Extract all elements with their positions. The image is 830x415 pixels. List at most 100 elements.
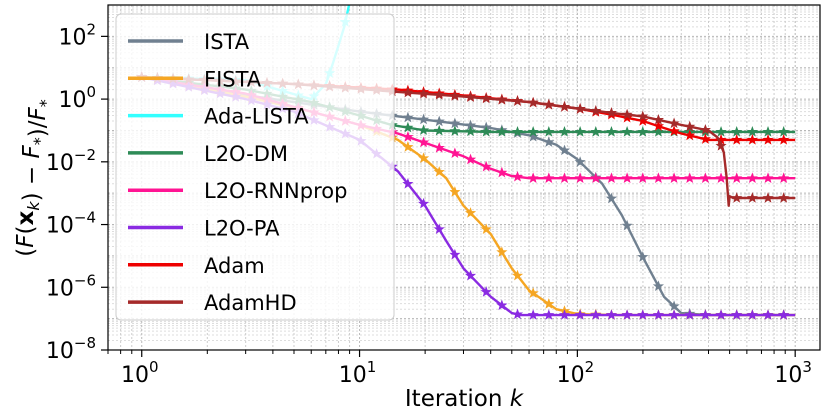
x-tick-label: 101 [339, 358, 377, 388]
marker-l2o-dm [464, 125, 477, 137]
x-axis-label: Iteration k [405, 386, 525, 412]
marker-l2o-rnnprop [543, 172, 555, 183]
marker-adamhd [402, 86, 414, 98]
marker-fista [480, 223, 492, 235]
marker-ista [558, 144, 571, 156]
marker-l2o-rnnprop [762, 172, 774, 183]
marker-l2o-dm [543, 126, 555, 137]
marker-l2o-pa [605, 309, 618, 320]
marker-fista [433, 166, 445, 177]
marker-l2o-pa [778, 309, 790, 320]
marker-l2o-dm [480, 125, 492, 137]
marker-adam [684, 129, 696, 141]
legend-box [115, 13, 395, 321]
marker-adamhd [417, 87, 430, 99]
marker-adamhd [637, 110, 649, 122]
marker-l2o-rnnprop [621, 172, 633, 183]
marker-l2o-rnnprop [605, 172, 618, 183]
marker-l2o-rnnprop [684, 172, 696, 183]
marker-ista [574, 156, 586, 167]
marker-l2o-pa [480, 286, 492, 297]
marker-ista [621, 219, 633, 231]
marker-l2o-rnnprop [731, 172, 743, 183]
marker-l2o-dm [511, 126, 524, 137]
marker-adamhd [574, 103, 586, 114]
marker-l2o-pa [731, 309, 743, 320]
marker-l2o-dm [496, 126, 508, 137]
x-tick-label: 100 [121, 358, 159, 388]
marker-l2o-rnnprop [417, 136, 430, 148]
marker-fista [449, 186, 461, 197]
series-line-adam [141, 76, 796, 142]
marker-l2o-dm [527, 126, 539, 137]
marker-adamhd [668, 117, 680, 129]
legend-label-ada-lista: Ada-LISTA [204, 105, 309, 129]
legend-label-l2o-rnnprop: L2O-RNNprop [204, 179, 347, 203]
marker-l2o-pa [684, 309, 696, 320]
marker-l2o-rnnprop [637, 172, 649, 183]
marker-l2o-rnnprop [402, 131, 414, 142]
ticks: 100 101 102 103 102 100 10−2 10−4 10−6 10−8 [46, 20, 812, 388]
marker-l2o-dm [590, 126, 602, 137]
x-tick-label: 103 [774, 358, 812, 388]
marker-l2o-rnnprop [590, 172, 602, 183]
marker-l2o-pa [543, 309, 555, 320]
marker-adamhd [464, 91, 477, 102]
marker-l2o-pa [433, 223, 445, 234]
marker-fista [496, 246, 508, 257]
marker-l2o-rnnprop [746, 172, 758, 183]
marker-l2o-rnnprop [449, 147, 461, 159]
marker-adamhd [527, 96, 539, 108]
marker-l2o-pa [574, 309, 586, 320]
marker-l2o-pa [527, 309, 539, 320]
marker-l2o-pa [590, 309, 602, 320]
legend-label-ista: ISTA [204, 30, 250, 54]
marker-l2o-pa [402, 178, 414, 189]
marker-l2o-pa [715, 309, 727, 320]
marker-adamhd [746, 192, 758, 203]
marker-l2o-rnnprop [668, 172, 680, 183]
marker-adam [762, 134, 774, 145]
marker-l2o-pa [637, 309, 649, 320]
legend-label-adam: Adam [204, 254, 265, 278]
marker-l2o-rnnprop [778, 172, 790, 183]
marker-adamhd [543, 98, 555, 110]
marker-ista [605, 192, 618, 204]
marker-l2o-pa [746, 309, 758, 320]
y-tick-label: 10−8 [46, 334, 96, 364]
marker-adam [668, 125, 680, 136]
marker-l2o-dm [652, 126, 664, 137]
marker-adamhd [496, 93, 508, 105]
axis-labels: Iteration k (F(xk) − F*)/F* [13, 99, 525, 412]
marker-fista [417, 152, 430, 163]
marker-adam [699, 133, 711, 144]
marker-l2o-pa [449, 248, 461, 260]
marker-ista [402, 111, 414, 123]
marker-adamhd [433, 88, 445, 100]
y-tick-label: 10−2 [46, 146, 96, 176]
marker-l2o-dm [433, 124, 445, 136]
marker-l2o-rnnprop [464, 153, 477, 165]
marker-l2o-pa [668, 309, 680, 320]
marker-l2o-rnnprop [527, 172, 539, 183]
marker-l2o-dm [417, 124, 430, 135]
marker-adamhd [590, 105, 602, 116]
marker-l2o-dm [715, 126, 727, 137]
legend-label-l2o-pa: L2O-PA [204, 217, 280, 241]
marker-adam [731, 134, 743, 145]
marker-l2o-rnnprop [480, 160, 492, 172]
marker-adamhd [480, 92, 492, 104]
marker-l2o-pa [558, 309, 571, 320]
marker-adam [652, 120, 664, 131]
marker-fista [464, 207, 477, 218]
marker-ista [527, 130, 539, 142]
marker-l2o-pa [621, 309, 633, 320]
marker-l2o-pa [762, 309, 774, 320]
marker-l2o-dm [731, 126, 743, 137]
marker-adamhd [762, 192, 774, 203]
marker-adamhd [731, 192, 743, 203]
marker-l2o-rnnprop [715, 172, 727, 183]
marker-l2o-pa [464, 269, 477, 281]
marker-adamhd [511, 95, 524, 106]
